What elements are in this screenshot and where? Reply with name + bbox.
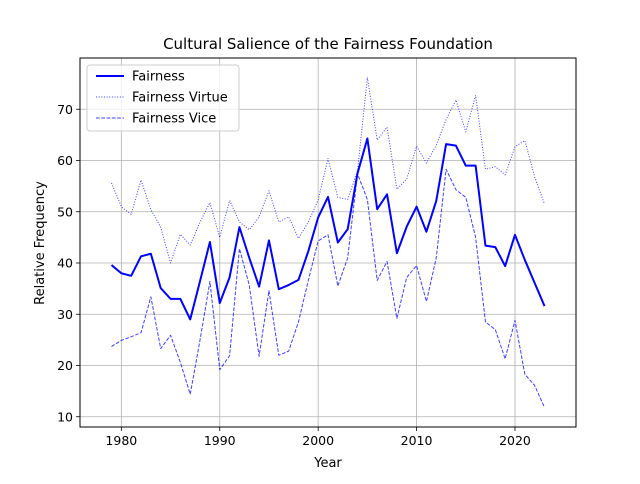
x-tick-label: 1990 [204, 433, 236, 448]
legend-label: Fairness [132, 70, 185, 85]
legend-box [86, 64, 240, 132]
y-axis: 10 20 30 40 50 60 70 [57, 102, 80, 424]
x-axis-label: Year [313, 456, 342, 471]
series-line-fairness [110, 137, 546, 321]
x-tick-label: 2000 [302, 433, 334, 448]
y-tick-label: 70 [57, 102, 73, 117]
y-tick-label: 50 [57, 204, 73, 219]
legend-label: Fairness Virtue [132, 91, 228, 106]
y-tick-label: 60 [57, 153, 73, 168]
y-axis-label: Relative Frequency [33, 181, 48, 305]
y-tick-label: 10 [57, 409, 73, 424]
x-tick-label: 2020 [499, 433, 531, 448]
legend: Fairness Fairness Virtue Fairness Vice [86, 64, 240, 132]
series-line-fairness-vice [111, 168, 545, 408]
x-axis: 1980 1990 2000 2010 2020 [105, 427, 531, 448]
series-layer [110, 76, 546, 408]
chart-title: Cultural Salience of the Fairness Founda… [163, 35, 493, 53]
series-line-fairness-virtue [111, 76, 545, 264]
x-tick-label: 1980 [105, 433, 137, 448]
y-tick-label: 40 [57, 256, 73, 271]
x-tick-label: 2010 [401, 433, 433, 448]
legend-label: Fairness Vice [132, 112, 216, 127]
y-tick-label: 20 [57, 358, 73, 373]
plot-area-frame [79, 57, 577, 428]
y-tick-label: 30 [57, 307, 73, 322]
